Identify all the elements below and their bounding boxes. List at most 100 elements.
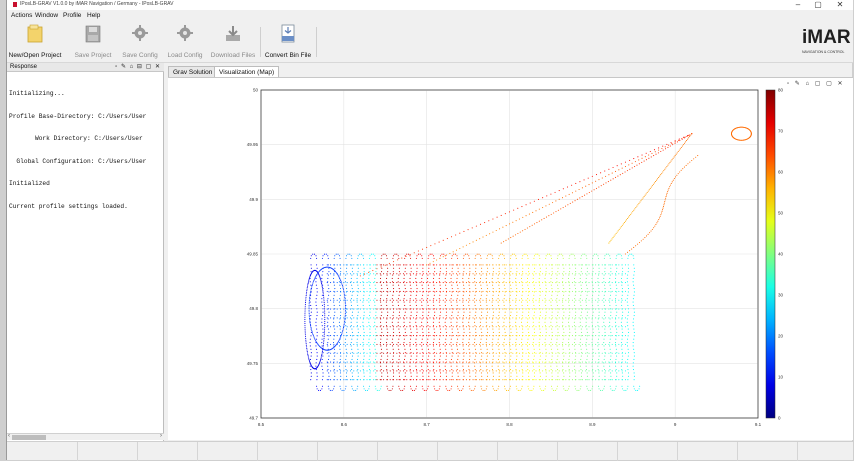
track-point — [412, 370, 414, 372]
track-point — [618, 335, 620, 337]
menu-help[interactable]: Help — [87, 12, 101, 19]
track-point — [522, 299, 524, 301]
track-point — [422, 264, 424, 266]
track-point — [551, 288, 553, 290]
track-point — [550, 304, 552, 307]
track-point — [412, 343, 414, 345]
track-point — [492, 326, 494, 328]
track-point — [359, 361, 361, 363]
track-point — [312, 282, 314, 284]
track-point — [389, 326, 391, 328]
track-point — [592, 271, 594, 273]
track-point — [306, 349, 308, 351]
track-point — [366, 299, 368, 301]
track-point — [525, 352, 527, 354]
track-point — [318, 345, 320, 347]
track-point — [330, 326, 332, 328]
track-point — [558, 352, 560, 354]
close-button[interactable]: ✕ — [836, 0, 844, 9]
scroll-right-icon[interactable]: › — [160, 433, 162, 439]
menu-window[interactable]: Window — [35, 12, 59, 19]
map-figure[interactable]: 8.5 8.6 8.7 8.8 8.9 9 9.149.749.7549.849.8549.… — [168, 78, 853, 441]
track-point — [341, 283, 343, 285]
track-point — [689, 135, 691, 138]
track-point — [565, 299, 567, 301]
track-point — [336, 317, 338, 319]
track-point — [545, 282, 547, 284]
track-point — [658, 149, 660, 151]
save-config-button[interactable]: Save Config — [118, 24, 162, 60]
track-point — [581, 273, 583, 275]
track-point — [444, 342, 446, 344]
track-point — [487, 267, 489, 269]
track-point — [516, 271, 518, 273]
save-project-button[interactable]: Save Project — [69, 24, 117, 60]
track-point — [343, 361, 345, 363]
track-point — [432, 326, 434, 328]
track-point — [624, 361, 627, 363]
track-point — [499, 264, 501, 266]
track-point — [304, 305, 306, 307]
track-point — [498, 294, 500, 296]
tab-grav-solution[interactable]: Grav Solution — [168, 66, 218, 77]
new-open-project-button[interactable]: New/Open Project — [4, 24, 66, 60]
maximize-button[interactable]: ▢ — [814, 0, 822, 9]
tab-visualization-map[interactable]: Visualization (Map) — [214, 66, 280, 77]
track-point — [561, 326, 564, 328]
track-point — [497, 274, 499, 276]
track-point — [429, 370, 431, 372]
track-point — [616, 165, 618, 167]
figure-toolbar-icon[interactable]: ▫ ✎ ⌂ ▢ ▢ ✕ — [787, 81, 845, 87]
panel-controls-icon[interactable]: ▫ ✎ ⌂ ⊟ ▢ ✕ — [115, 64, 161, 70]
scroll-left-icon[interactable]: ‹ — [8, 433, 10, 439]
track-point — [585, 343, 587, 345]
track-point — [392, 311, 395, 313]
track-point — [320, 279, 322, 281]
load-config-button[interactable]: Load Config — [164, 24, 206, 60]
track-point — [450, 338, 452, 340]
track-point — [328, 375, 330, 377]
track-point — [369, 343, 371, 345]
track-point — [468, 301, 470, 303]
track-point — [561, 317, 564, 319]
track-point — [672, 157, 674, 159]
track-point — [459, 290, 461, 292]
track-point — [426, 370, 428, 372]
track-point — [633, 328, 635, 330]
track-point — [595, 361, 597, 363]
minimize-button[interactable]: – — [795, 0, 801, 9]
track-point — [489, 326, 491, 328]
track-point — [404, 335, 406, 337]
track-point — [386, 352, 388, 354]
track-point — [588, 335, 590, 337]
menu-actions[interactable]: Actions — [11, 12, 33, 19]
horizontal-scrollbar[interactable]: ‹ › — [7, 433, 164, 440]
response-console[interactable]: Initializing... Profile Base-Directory: … — [9, 75, 162, 425]
track-point — [434, 355, 436, 357]
status-divider — [77, 442, 78, 461]
track-point — [402, 326, 405, 328]
track-point — [522, 328, 524, 330]
track-point — [419, 352, 421, 354]
track-point — [356, 362, 358, 364]
menu-profile[interactable]: Profile — [63, 12, 82, 19]
track-point — [396, 343, 398, 345]
track-point — [383, 308, 385, 310]
track-point — [561, 308, 564, 310]
track-point — [556, 388, 558, 390]
track-point — [357, 308, 359, 310]
scrollbar-thumb[interactable] — [12, 435, 46, 440]
convert-bin-file-button[interactable]: Convert Bin File — [262, 24, 314, 60]
track-point — [330, 352, 332, 354]
track-point — [366, 308, 368, 310]
track-point — [611, 335, 613, 337]
track-point — [469, 361, 471, 363]
track-point — [585, 352, 587, 354]
track-point — [465, 282, 467, 284]
track-point — [456, 304, 458, 307]
download-files-button[interactable]: Download Files — [209, 24, 257, 60]
track-point — [362, 348, 365, 350]
track-point — [334, 311, 336, 313]
track-point — [439, 358, 441, 361]
track-point — [327, 304, 329, 307]
